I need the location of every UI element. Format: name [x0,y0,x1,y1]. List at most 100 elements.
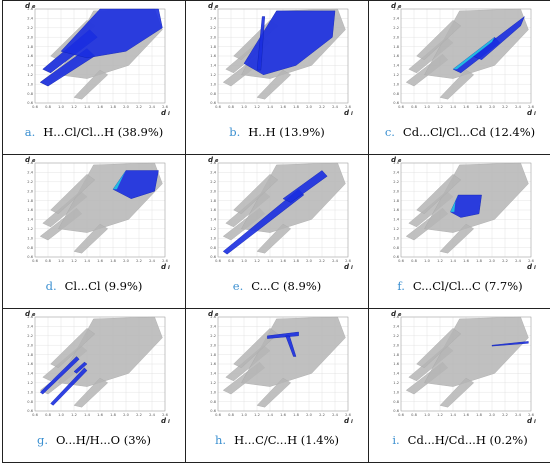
y-tick-label: 0.6 [393,255,399,259]
y-tick-label: 2.0 [27,189,33,193]
y-tick-label: 0.8 [210,246,216,250]
y-tick-label: 1.4 [27,64,33,68]
caption-d: d.Cl...Cl (9.9%) [3,279,185,293]
y-tick-label: 0.8 [210,400,216,404]
x-tick-label: 1.8 [110,413,116,417]
x-tick-label: 1.4 [267,259,273,263]
y-tick-label: 2.2 [210,334,216,338]
y-tick-label: 0.8 [27,400,33,404]
x-tick-label: 1.8 [293,413,299,417]
y-tick-label: 2.4 [210,17,216,21]
y-tick-label: 1.4 [393,64,399,68]
y-tick-label: 1.2 [393,381,399,385]
x-tick-label: 1.8 [476,259,482,263]
x-tick-label: 1.2 [254,259,260,263]
y-tick-label: 1.8 [27,353,33,357]
x-tick-label: 0.6 [398,105,404,109]
y-tick-label: 2.0 [210,189,216,193]
x-tick-label: 1.8 [476,105,482,109]
x-tick-label: 1.2 [437,413,443,417]
x-tick-label: 2.2 [319,259,325,263]
x-tick-label: 1.4 [267,413,273,417]
y-tick-label: 2.4 [393,17,399,21]
y-tick-label: 0.6 [210,255,216,259]
y-tick-label: 1.4 [393,372,399,376]
y-tick-label: 1.6 [210,208,216,212]
caption-f: f.C...Cl/Cl...C (7.7%) [369,279,550,293]
y-tick-label: 2.2 [210,26,216,30]
x-tick-label: 2.2 [136,259,142,263]
y-tick-label: 1.6 [27,54,33,58]
x-tick-label: 1.2 [437,105,443,109]
y-tick-label: 2.2 [393,334,399,338]
y-tick-label: 2.2 [27,180,33,184]
y-tick-label: 0.8 [27,92,33,96]
y-tick-label: 0.6 [27,255,33,259]
y-tick-label: 2.0 [27,343,33,347]
y-tick-label: 2.0 [27,35,33,39]
y-tick-label: 1.4 [210,372,216,376]
caption-e: e.C...C (8.9%) [186,279,368,293]
x-tick-label: 0.8 [228,413,234,417]
x-tick-label: 0.8 [45,413,51,417]
y-tick-label: 1.2 [27,73,33,77]
x-tick-label: 1.6 [97,413,103,417]
y-tick-label: 0.8 [393,92,399,96]
y-tick-label: 0.8 [393,400,399,404]
y-tick-label: 1.6 [27,208,33,212]
x-tick-label: 1.6 [463,259,469,263]
y-tick-label: 2.4 [27,17,33,21]
y-tick-label: 0.6 [27,409,33,413]
y-tick-label: 1.8 [27,45,33,49]
y-tick-label: 2.0 [393,35,399,39]
y-tick-label: 1.2 [210,227,216,231]
x-tick-label: 1.0 [58,259,64,263]
y-tick-label: 1.0 [393,236,399,240]
caption-a: a.H...Cl/Cl...H (38.9%) [3,125,185,139]
y-tick-label: 2.0 [210,35,216,39]
x-tick-label: 1.0 [424,259,430,263]
x-tick-label: 2.2 [502,413,508,417]
y-tick-label: 2.2 [210,180,216,184]
y-tick-label: 1.8 [393,45,399,49]
x-tick-label: 2.2 [319,105,325,109]
y-tick-label: 1.8 [393,199,399,203]
x-tick-label: 1.6 [463,413,469,417]
x-tick-label: 1.6 [280,105,286,109]
y-tick-label: 2.4 [210,171,216,175]
x-tick-label: 2.4 [149,105,155,109]
y-tick-label: 1.4 [27,218,33,222]
y-tick-label: 0.6 [210,101,216,105]
x-tick-label: 1.2 [437,259,443,263]
y-tick-label: 1.0 [393,82,399,86]
x-tick-label: 1.2 [254,105,260,109]
x-tick-label: 1.8 [110,259,116,263]
y-tick-label: 2.4 [27,325,33,329]
y-tick-label: 1.8 [27,199,33,203]
y-tick-label: 1.8 [210,199,216,203]
y-tick-label: 1.4 [27,372,33,376]
y-tick-label: 1.6 [393,208,399,212]
y-tick-label: 2.4 [210,325,216,329]
y-tick-label: 0.6 [393,101,399,105]
y-tick-label: 1.4 [210,218,216,222]
x-tick-label: 1.0 [241,259,247,263]
x-tick-label: 2.2 [136,105,142,109]
x-tick-label: 2.2 [502,105,508,109]
x-tick-label: 1.4 [267,105,273,109]
y-tick-label: 1.4 [210,64,216,68]
